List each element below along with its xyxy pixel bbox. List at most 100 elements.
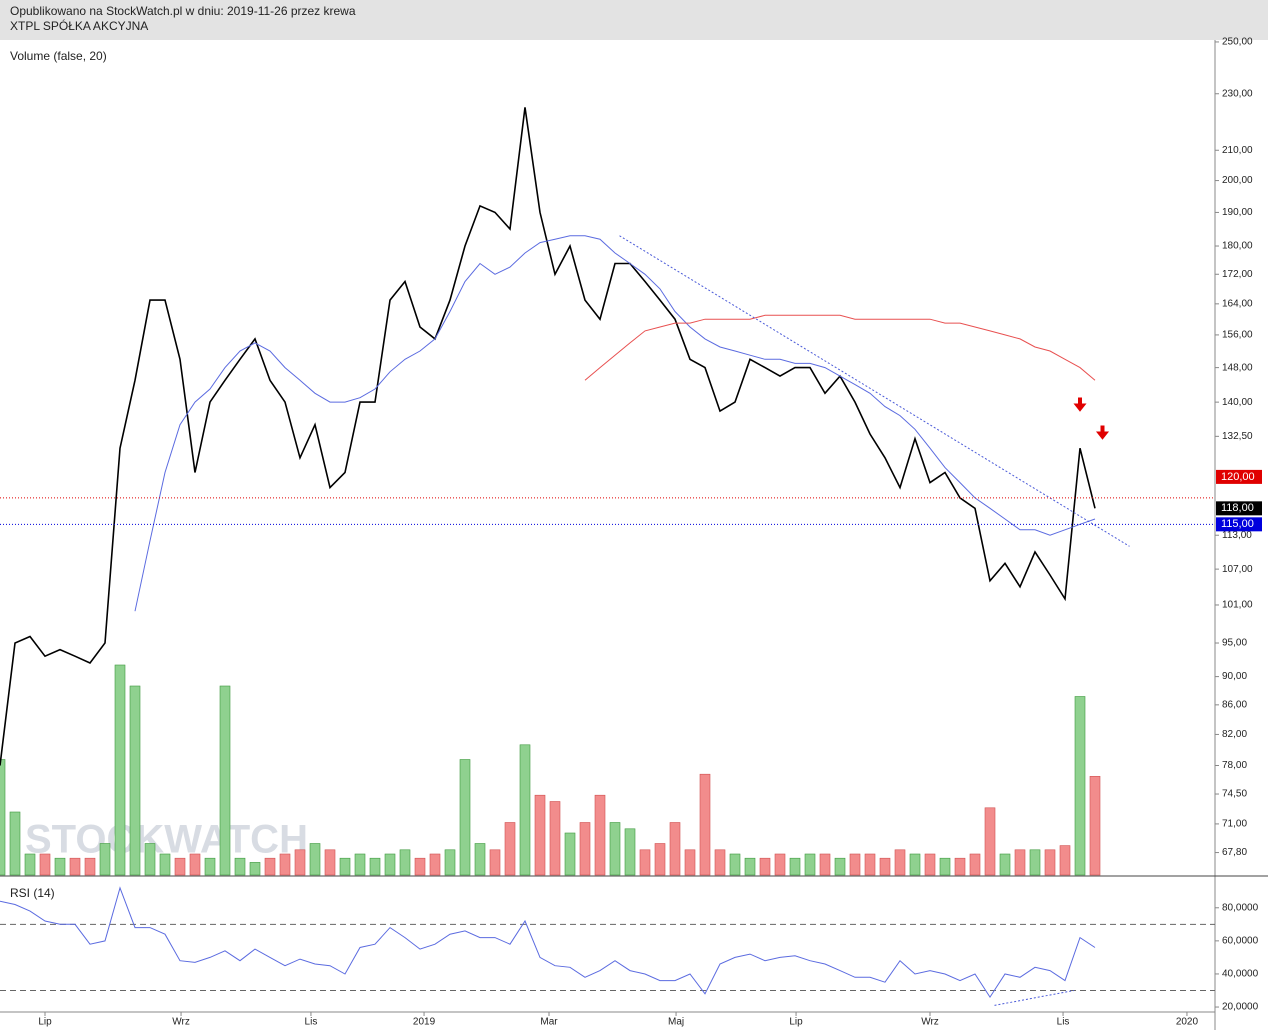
volume-bar xyxy=(399,849,411,876)
price-level-box xyxy=(1216,501,1262,516)
y-tick-label: 82,00 xyxy=(1222,729,1247,740)
volume-bar xyxy=(474,843,486,876)
volume-bar xyxy=(759,857,771,876)
y-tick-label: 78,00 xyxy=(1222,760,1247,771)
y-tick-label: 132,50 xyxy=(1222,431,1253,442)
volume-bar xyxy=(744,857,756,876)
volume-bar xyxy=(24,853,36,876)
volume-bar xyxy=(519,744,531,876)
volume-bar xyxy=(804,853,816,876)
pane-title: Volume (false, 20) xyxy=(10,49,107,63)
x-tick-label: Lip xyxy=(789,1017,803,1028)
volume-bar xyxy=(984,807,996,876)
x-tick-label: Lip xyxy=(38,1017,52,1028)
volume-bar xyxy=(729,853,741,876)
header-line: Opublikowano na StockWatch.pl w dniu: 20… xyxy=(10,4,356,18)
volume-bar xyxy=(309,843,321,876)
y-tick-label: 67,80 xyxy=(1222,847,1247,858)
volume-bar xyxy=(114,664,126,876)
y-tick-label: 200,00 xyxy=(1222,175,1253,186)
y-tick-label: 80,0000 xyxy=(1222,902,1259,913)
volume-bar xyxy=(939,857,951,876)
price-level-label: 115,00 xyxy=(1221,518,1254,530)
series-line xyxy=(134,235,1096,612)
volume-bar xyxy=(669,822,681,876)
volume-bar xyxy=(99,843,111,876)
volume-bar xyxy=(354,853,366,876)
signal-arrow xyxy=(1095,425,1110,440)
volume-bar xyxy=(594,794,606,876)
x-tick-label: Mar xyxy=(540,1017,558,1028)
volume-bar xyxy=(414,857,426,876)
trendline xyxy=(619,235,1130,547)
y-tick-label: 210,00 xyxy=(1222,145,1253,156)
x-tick-label: 2020 xyxy=(1176,1017,1199,1028)
volume-bar xyxy=(54,857,66,876)
x-tick-label: Wrz xyxy=(172,1017,190,1028)
volume-bar xyxy=(699,773,711,876)
y-tick-label: 101,00 xyxy=(1222,600,1253,611)
volume-bar xyxy=(384,853,396,876)
volume-bar xyxy=(579,822,591,876)
volume-bar xyxy=(444,849,456,876)
signal-arrow xyxy=(1073,397,1087,412)
volume-bar xyxy=(969,853,981,876)
x-tick-label: Maj xyxy=(668,1017,684,1028)
volume-bar xyxy=(999,853,1011,876)
volume-bar xyxy=(639,849,651,876)
volume-bar xyxy=(609,822,621,876)
volume-bar xyxy=(624,828,636,876)
volume-bar xyxy=(849,853,861,876)
volume-bar xyxy=(504,822,516,876)
y-tick-label: 190,00 xyxy=(1222,207,1253,218)
volume-bar xyxy=(714,849,726,876)
volume-bar xyxy=(204,857,216,876)
volume-bar xyxy=(1029,849,1041,876)
volume-bar xyxy=(129,685,141,876)
volume-bar xyxy=(1044,849,1056,876)
series-line xyxy=(584,314,1096,381)
volume-bar xyxy=(789,857,801,876)
volume-bar xyxy=(9,811,21,876)
volume-bar xyxy=(159,853,171,876)
volume-bar xyxy=(69,857,81,876)
y-tick-label: 71,00 xyxy=(1222,819,1247,830)
volume-bar xyxy=(459,759,471,876)
volume-bar xyxy=(534,794,546,876)
volume-bar xyxy=(234,857,246,876)
trendline xyxy=(994,990,1075,1006)
volume-bar xyxy=(0,759,6,876)
volume-bar xyxy=(654,843,666,876)
y-tick-label: 250,00 xyxy=(1222,37,1253,48)
volume-bar xyxy=(819,853,831,876)
series-line xyxy=(0,886,1096,999)
volume-bar xyxy=(249,862,261,876)
volume-bar xyxy=(339,857,351,876)
x-tick-label: Wrz xyxy=(921,1017,939,1028)
volume-bar xyxy=(39,853,51,876)
volume-bar xyxy=(924,853,936,876)
y-tick-label: 107,00 xyxy=(1222,564,1253,575)
y-tick-label: 95,00 xyxy=(1222,638,1247,649)
volume-bar xyxy=(144,843,156,876)
y-tick-label: 86,00 xyxy=(1222,699,1247,710)
volume-bar xyxy=(294,849,306,876)
volume-bar xyxy=(279,853,291,876)
volume-bar xyxy=(894,849,906,876)
y-tick-label: 164,00 xyxy=(1222,298,1253,309)
volume-bar xyxy=(489,849,501,876)
y-tick-label: 156,00 xyxy=(1222,330,1253,341)
y-tick-label: 74,50 xyxy=(1222,789,1247,800)
volume-bar xyxy=(909,853,921,876)
price-level-label: 120,00 xyxy=(1221,471,1255,483)
volume-bar xyxy=(369,857,381,876)
y-tick-label: 113,00 xyxy=(1222,530,1252,541)
price-level-box xyxy=(1216,469,1262,484)
volume-bar xyxy=(834,857,846,876)
volume-bar xyxy=(219,685,231,876)
x-tick-label: 2019 xyxy=(413,1017,436,1028)
x-tick-label: Lis xyxy=(1057,1017,1070,1028)
header-bar xyxy=(0,0,1268,40)
price-level-label: 118,00 xyxy=(1221,502,1254,514)
y-tick-label: 40,0000 xyxy=(1222,969,1259,980)
